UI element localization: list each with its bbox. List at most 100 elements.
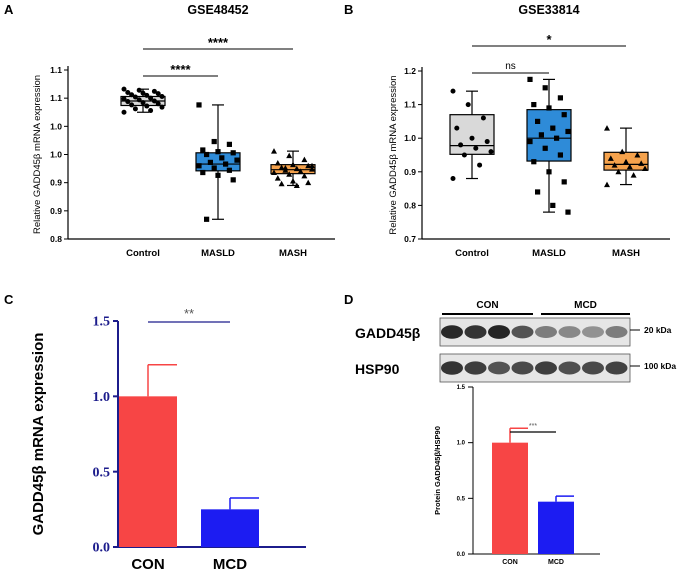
data-point: [230, 177, 236, 183]
data-point: [638, 160, 645, 166]
data-point: [293, 182, 300, 188]
data-point: [144, 92, 150, 98]
blot-band: [605, 326, 628, 338]
data-point: [301, 156, 308, 163]
data-point: [473, 145, 479, 151]
data-point: [565, 209, 571, 215]
box-masld: [526, 109, 572, 162]
blot-row-label: GADD45β: [355, 325, 421, 341]
data-point: [159, 93, 165, 99]
y-tick-label: 0.9: [50, 178, 62, 188]
data-point: [215, 172, 221, 178]
data-point: [226, 141, 232, 147]
y-tick-label: 0.9: [404, 167, 416, 177]
blot-group-label: MCD: [574, 300, 597, 311]
data-point: [557, 95, 563, 101]
y-tick-label: 1.0: [50, 150, 62, 160]
blot-band: [464, 325, 487, 339]
data-point: [148, 108, 154, 114]
blot-band: [441, 325, 463, 339]
data-point: [604, 125, 610, 131]
data-point: [297, 168, 304, 174]
data-point: [542, 145, 548, 151]
data-point: [561, 112, 567, 118]
chart-panel-a: GSE48452 0.8 0.9 0.9 1.0 1.0 1.1 1.1 Relative GA…: [32, 3, 335, 259]
y-tick-label: 1.0: [50, 121, 62, 131]
data-point: [527, 76, 533, 82]
x-tick-label: Control: [126, 248, 160, 259]
data-point: [565, 128, 571, 135]
data-point: [557, 152, 563, 158]
panel-label-b: B: [344, 2, 353, 17]
data-point: [305, 179, 312, 186]
data-point: [309, 166, 315, 172]
significance-label: ****: [208, 35, 229, 50]
data-point: [151, 98, 157, 104]
data-point: [450, 176, 456, 182]
chart-panel-d: 0.0 0.5 1.0 1.5 Protein GADD45β/HSP90 CON MCD *…: [433, 385, 600, 566]
data-point: [282, 165, 289, 171]
data-point: [136, 97, 142, 103]
significance-label: **: [184, 306, 194, 321]
data-point: [219, 155, 225, 161]
data-point: [215, 149, 221, 155]
data-point: [454, 125, 460, 131]
x-tick-label: CON: [502, 559, 518, 566]
data-point: [290, 177, 296, 184]
data-point: [286, 171, 293, 177]
significance-label: ns: [505, 61, 516, 72]
data-point: [132, 94, 138, 100]
data-point: [132, 106, 138, 112]
data-point: [469, 135, 475, 141]
western-blot: CON MCD GADD45β 20 kDa HSP90 100 kDa: [355, 300, 676, 383]
data-point: [546, 105, 552, 111]
y-tick-label: 1.1: [404, 100, 416, 110]
panel-label-a: A: [4, 2, 14, 17]
blot-band: [488, 361, 510, 375]
x-tick-label: Control: [455, 248, 489, 259]
chart-title: GSE48452: [187, 3, 248, 17]
significance-label: ****: [170, 62, 191, 77]
data-point: [538, 132, 544, 138]
data-point: [144, 103, 150, 109]
data-point: [550, 202, 556, 208]
x-tick-label: MASLD: [201, 248, 235, 259]
significance-label: *: [546, 32, 552, 47]
blot-band: [558, 361, 581, 375]
x-tick-label: CON: [131, 556, 164, 573]
y-tick-label: 1.0: [457, 441, 466, 447]
data-point: [278, 180, 285, 187]
data-point: [301, 172, 308, 179]
y-tick-label: 1.5: [93, 315, 111, 330]
data-point: [159, 104, 165, 110]
data-point: [488, 149, 494, 155]
y-tick-label: 0.8: [404, 200, 416, 210]
blot-band: [558, 326, 581, 338]
blot-band: [511, 325, 534, 339]
blot-row-label: HSP90: [355, 361, 400, 377]
y-tick-label: 0.7: [404, 234, 416, 244]
blot-band: [441, 361, 463, 375]
data-point: [211, 138, 217, 145]
data-point: [630, 172, 637, 178]
y-tick-label: 0.5: [457, 496, 466, 502]
data-point: [480, 115, 486, 121]
data-point: [207, 159, 213, 165]
x-tick-label: MASH: [279, 248, 307, 259]
blot-band: [605, 361, 628, 375]
data-point: [626, 163, 633, 170]
data-point: [634, 152, 641, 158]
bar-mcd: [201, 509, 259, 547]
data-point: [293, 165, 300, 172]
y-tick-label: 0.9: [50, 206, 62, 216]
data-point: [204, 151, 210, 158]
data-point: [290, 161, 296, 168]
data-point: [211, 165, 217, 171]
data-point: [196, 102, 202, 108]
y-axis-label: Relative GADD45β mRNA expression: [32, 75, 43, 234]
blot-band: [535, 326, 557, 338]
y-tick-label: 1.2: [404, 66, 416, 76]
data-point: [535, 118, 541, 124]
y-tick-label: 0.5: [93, 465, 111, 480]
